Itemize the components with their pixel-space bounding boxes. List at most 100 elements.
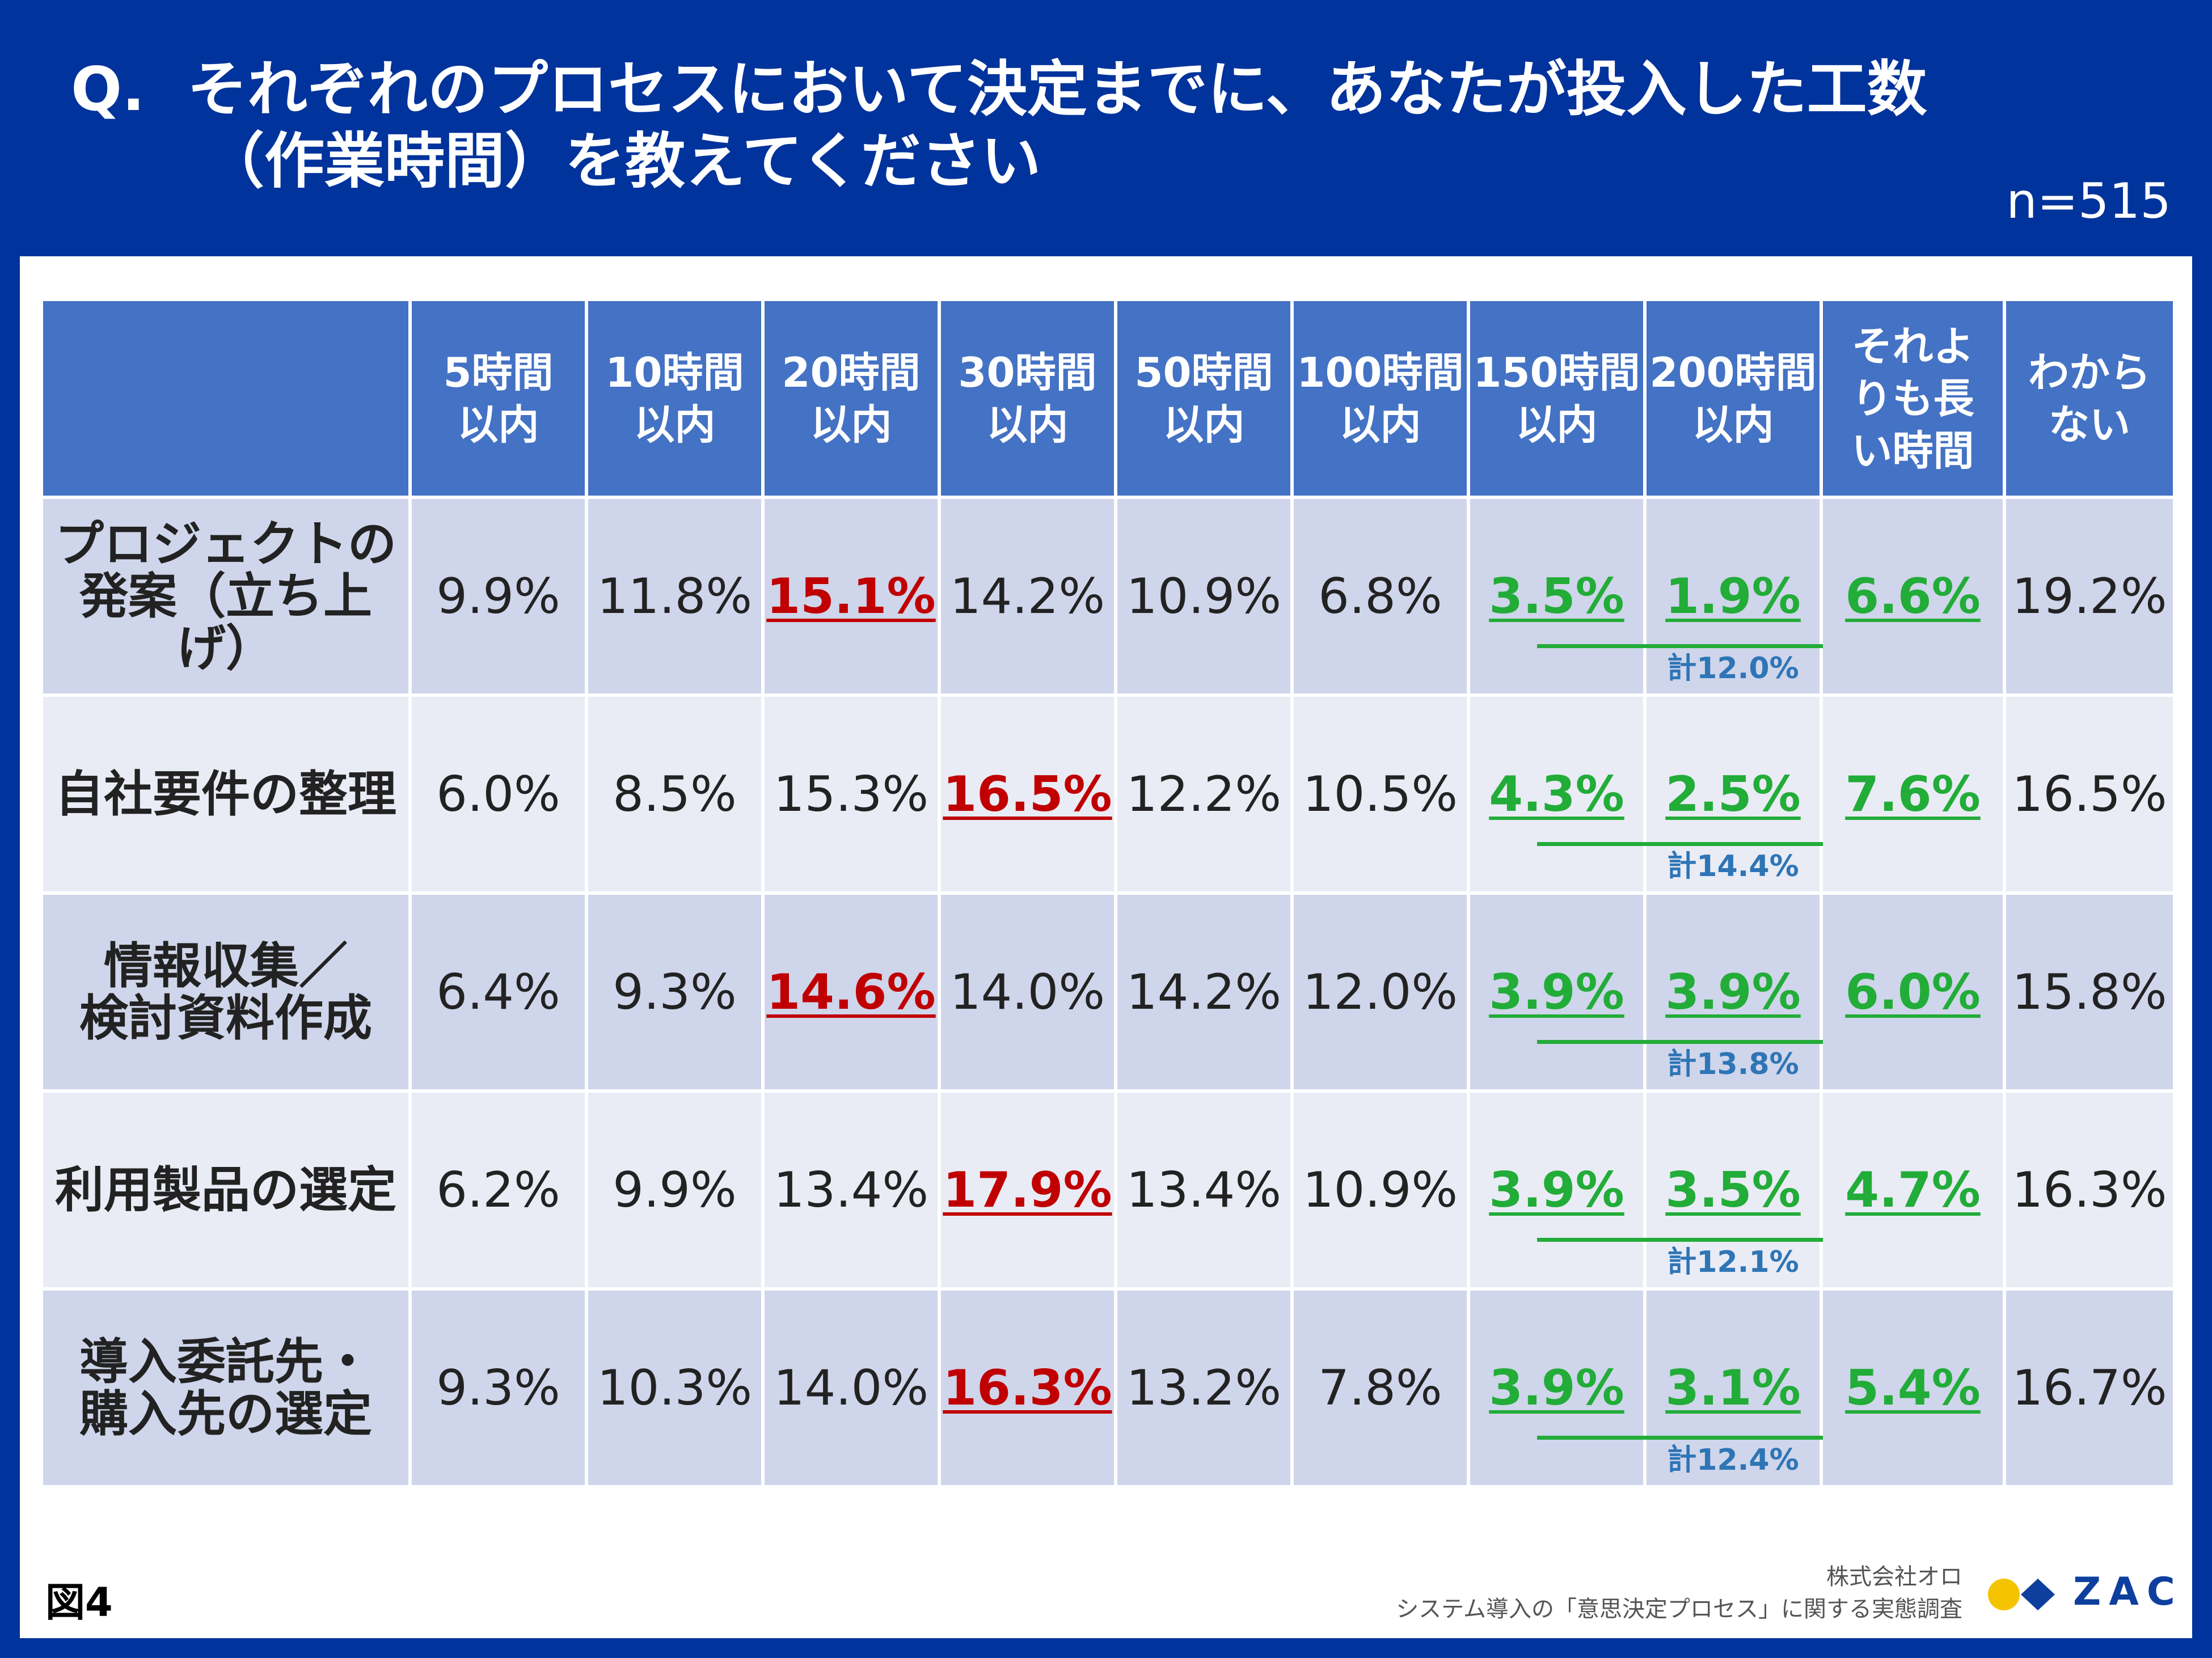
row-label: 情報収集／ 検討資料作成 xyxy=(40,891,412,1093)
value-cell: 13.4% xyxy=(1114,1089,1294,1291)
column-header-line: 以内 xyxy=(1692,400,1774,449)
value-text: 10.9% xyxy=(1302,1161,1458,1219)
value-text: 9.9% xyxy=(613,1161,737,1219)
table-row: 利用製品の選定 6.2% 9.9% 13.4% 17.9% 13.4% 10.9% 3.9% 3… xyxy=(40,1089,2176,1291)
value-text: 9.3% xyxy=(436,1359,560,1416)
value-text: 15.3% xyxy=(773,765,929,823)
column-header: 150時間 以内 xyxy=(1467,298,1647,499)
value-text: 13.4% xyxy=(773,1161,929,1219)
figure-label: 図4 xyxy=(45,1579,113,1626)
long-duration-total: 計12.1% xyxy=(1667,1245,1799,1279)
value-text: 4.3% xyxy=(1489,765,1624,823)
row-label: 自社要件の整理 xyxy=(40,693,412,895)
value-text: 11.8% xyxy=(597,568,753,625)
value-cell: 15.8% xyxy=(2003,891,2176,1093)
value-cell: 16.3% xyxy=(2003,1089,2176,1291)
zac-logo-mark xyxy=(1988,1579,2055,1610)
row-label-line: 検討資料作成 xyxy=(79,989,372,1047)
value-cell: 11.8% xyxy=(585,496,765,697)
table-row: 導入委託先・ 購入先の選定 9.3% 10.3% 14.0% 16.3% 13.2% 7.8%… xyxy=(40,1287,2176,1488)
value-cell: 17.9% xyxy=(938,1089,1117,1291)
value-text: 6.6% xyxy=(1845,568,1981,625)
column-header-line: 30時間 xyxy=(958,348,1097,396)
value-cell: 3.5% xyxy=(1467,496,1647,697)
column-header: 20時間 以内 xyxy=(761,298,941,499)
value-cell: 2.5% 計14.4% xyxy=(1537,693,1928,895)
row-label: 利用製品の選定 xyxy=(40,1089,412,1291)
value-text: 14.0% xyxy=(949,963,1105,1021)
column-header-line: 以内 xyxy=(810,400,892,449)
logo-blue-diamond xyxy=(2021,1579,2055,1610)
value-cell: 3.1% 計12.4% xyxy=(1537,1287,1928,1488)
value-text: 3.9% xyxy=(1489,1161,1624,1219)
long-duration-bracket xyxy=(1537,1238,1928,1242)
value-text: 6.4% xyxy=(436,963,560,1021)
value-cell: 15.1% xyxy=(761,496,941,697)
value-cell: 5.4% xyxy=(1820,1287,2006,1488)
row-label-line: 発案（立ち上げ） xyxy=(79,568,372,677)
value-text: 15.8% xyxy=(2012,963,2167,1021)
value-cell: 19.2% xyxy=(2003,496,2176,697)
value-text: 14.0% xyxy=(773,1359,929,1416)
row-label-line: 情報収集／ xyxy=(104,937,348,995)
value-text: 3.5% xyxy=(1489,568,1624,625)
value-text: 16.5% xyxy=(943,765,1112,823)
sample-size: n=515 xyxy=(2006,173,2171,230)
long-duration-total: 計12.4% xyxy=(1667,1443,1799,1477)
results-table: 5時間 以内 10時間 以内 20時間 以内 30時間 以内 50時間 以内 100時間 以内 150時… xyxy=(40,298,2176,1488)
value-text: 16.3% xyxy=(2012,1161,2167,1219)
column-header: わから ない xyxy=(2003,298,2176,499)
value-cell: 3.9% xyxy=(1467,1089,1647,1291)
column-header-line: 以内 xyxy=(1163,400,1245,449)
value-cell: 14.2% xyxy=(1114,891,1294,1093)
value-cell: 14.0% xyxy=(761,1287,941,1488)
value-text: 10.3% xyxy=(597,1359,753,1416)
value-text: 3.5% xyxy=(1665,1161,1801,1219)
value-cell: 7.8% xyxy=(1290,1287,1470,1488)
long-duration-bracket xyxy=(1537,1436,1928,1440)
column-header: 100時間 以内 xyxy=(1290,298,1470,499)
value-text: 19.2% xyxy=(2012,568,2167,625)
value-cell: 6.4% xyxy=(408,891,588,1093)
value-cell: 9.9% xyxy=(408,496,588,697)
value-cell: 15.3% xyxy=(761,693,941,895)
row-label-line: 購入先の選定 xyxy=(79,1385,372,1443)
row-label-line: 自社要件の整理 xyxy=(55,765,396,823)
header-band: Q. それぞれのプロセスにおいて決定までに、あなたが投入した工数 （作業時間）を… xyxy=(0,0,2212,256)
column-header-line: 50時間 xyxy=(1134,348,1273,396)
value-text: 4.7% xyxy=(1845,1161,1981,1219)
value-text: 3.9% xyxy=(1665,963,1801,1021)
value-text: 10.9% xyxy=(1126,568,1282,625)
value-cell: 6.8% xyxy=(1290,496,1470,697)
value-text: 2.5% xyxy=(1665,765,1801,823)
zac-logo-text: ZAC xyxy=(2073,1570,2183,1614)
value-text: 6.2% xyxy=(436,1161,560,1219)
value-text: 9.3% xyxy=(613,963,737,1021)
long-duration-bracket xyxy=(1537,644,1928,648)
value-cell: 10.3% xyxy=(585,1287,765,1488)
value-cell: 12.0% xyxy=(1290,891,1470,1093)
survey-title: システム導入の「意思決定プロセス」に関する実態調査 xyxy=(1396,1596,1962,1622)
column-header-line: 以内 xyxy=(457,400,539,449)
value-text: 16.3% xyxy=(943,1359,1112,1416)
value-cell: 10.9% xyxy=(1290,1089,1470,1291)
value-cell: 16.5% xyxy=(938,693,1117,895)
value-text: 6.0% xyxy=(436,765,560,823)
column-header-line: 150時間 xyxy=(1473,348,1640,396)
value-cell: 6.0% xyxy=(408,693,588,895)
value-cell: 14.0% xyxy=(938,891,1117,1093)
value-text: 6.8% xyxy=(1318,568,1442,625)
column-header: それよ りも長 い時間 xyxy=(1820,298,2006,499)
long-duration-total: 計14.4% xyxy=(1667,849,1799,883)
value-cell: 16.7% xyxy=(2003,1287,2176,1488)
value-cell: 6.2% xyxy=(408,1089,588,1291)
value-text: 10.5% xyxy=(1302,765,1458,823)
value-cell: 10.5% xyxy=(1290,693,1470,895)
value-text: 13.2% xyxy=(1126,1359,1282,1416)
value-cell: 1.9% 計12.0% xyxy=(1537,496,1928,697)
row-label: 導入委託先・ 購入先の選定 xyxy=(40,1287,412,1488)
value-text: 6.0% xyxy=(1845,963,1981,1021)
value-text: 3.9% xyxy=(1489,963,1624,1021)
column-header: 10時間 以内 xyxy=(585,298,765,499)
value-text: 9.9% xyxy=(436,568,560,625)
